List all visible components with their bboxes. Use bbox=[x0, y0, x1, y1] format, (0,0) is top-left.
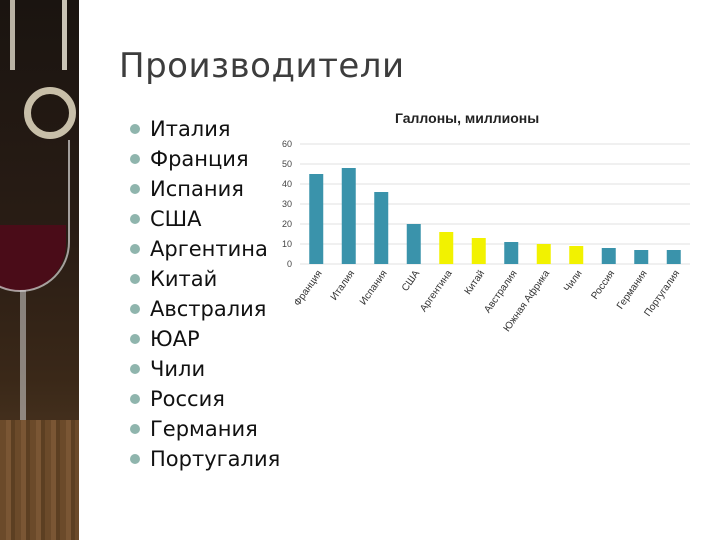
x-tick-label: Италия bbox=[329, 268, 358, 302]
decorative-ring bbox=[24, 87, 76, 139]
list-item: Россия bbox=[130, 384, 280, 414]
bar bbox=[374, 192, 389, 264]
bar bbox=[569, 246, 584, 264]
bullet-icon bbox=[130, 244, 140, 254]
y-tick-label: 20 bbox=[282, 219, 292, 229]
list-item: США bbox=[130, 204, 280, 234]
list-item: Франция bbox=[130, 144, 280, 174]
list-item: Германия bbox=[130, 414, 280, 444]
bar bbox=[536, 244, 551, 264]
list-item-label: Россия bbox=[150, 387, 225, 411]
bar bbox=[439, 232, 454, 264]
x-tick-label: Аргентина bbox=[418, 268, 455, 314]
list-item-label: Франция bbox=[150, 147, 249, 171]
x-tick-label: Чили bbox=[562, 268, 585, 294]
bullet-icon bbox=[130, 364, 140, 374]
list-item: ЮАР bbox=[130, 324, 280, 354]
glass-stem bbox=[20, 290, 26, 450]
bar bbox=[634, 250, 649, 264]
bar bbox=[406, 224, 421, 264]
y-tick-label: 60 bbox=[282, 139, 292, 149]
list-item-label: ЮАР bbox=[150, 327, 200, 351]
list-item-label: Австралия bbox=[150, 297, 267, 321]
list-item: Китай bbox=[130, 264, 280, 294]
bullet-icon bbox=[130, 274, 140, 284]
bullet-icon bbox=[130, 454, 140, 464]
chart-title: Галлоны, миллионы bbox=[395, 110, 540, 126]
y-axis: 0 10 20 30 40 50 60 bbox=[282, 139, 292, 269]
grid-layer bbox=[300, 143, 690, 265]
list-item-label: Аргентина bbox=[150, 237, 268, 261]
photo-stripe bbox=[10, 0, 15, 70]
list-item-label: Чили bbox=[150, 357, 206, 381]
bullet-icon bbox=[130, 214, 140, 224]
list-item: Италия bbox=[130, 114, 280, 144]
list-item: Португалия bbox=[130, 444, 280, 474]
producer-list: Италия Франция Испания США Аргентина Кит… bbox=[130, 114, 280, 474]
x-tick-label: Россия bbox=[589, 268, 617, 301]
bullet-icon bbox=[130, 124, 140, 134]
x-tick-label: США bbox=[400, 268, 422, 293]
bullet-icon bbox=[130, 334, 140, 344]
bar bbox=[504, 242, 519, 264]
bullet-icon bbox=[130, 154, 140, 164]
x-tick-label: Германия bbox=[615, 268, 650, 311]
y-tick-label: 30 bbox=[282, 199, 292, 209]
bar bbox=[341, 168, 356, 264]
list-item: Испания bbox=[130, 174, 280, 204]
y-tick-label: 0 bbox=[287, 259, 292, 269]
x-tick-label: Франция bbox=[292, 268, 325, 308]
list-item-label: США bbox=[150, 207, 202, 231]
bar bbox=[309, 174, 324, 264]
y-tick-label: 10 bbox=[282, 239, 292, 249]
x-tick-label: Австралия bbox=[482, 268, 519, 315]
wine-glass-photo bbox=[0, 0, 79, 540]
bar-series bbox=[309, 168, 681, 264]
slide-title: Производители bbox=[119, 46, 405, 86]
list-item: Чили bbox=[130, 354, 280, 384]
bar bbox=[601, 248, 616, 264]
list-item-label: Испания bbox=[150, 177, 244, 201]
list-item: Аргентина bbox=[130, 234, 280, 264]
list-item-label: Германия bbox=[150, 417, 258, 441]
wood-table bbox=[0, 420, 79, 540]
bar bbox=[471, 238, 486, 264]
x-tick-label: Китай bbox=[463, 268, 488, 296]
bar bbox=[666, 250, 681, 264]
y-tick-label: 50 bbox=[282, 159, 292, 169]
list-item-label: Китай bbox=[150, 267, 218, 291]
list-item-label: Португалия bbox=[150, 447, 281, 471]
bullet-icon bbox=[130, 424, 140, 434]
y-tick-label: 40 bbox=[282, 179, 292, 189]
photo-stripe bbox=[62, 0, 67, 70]
bar-chart: 0 10 20 30 40 50 60 Франция Италия Испания СШААрг… bbox=[282, 139, 690, 334]
list-item-label: Италия bbox=[150, 117, 231, 141]
bullet-icon bbox=[130, 304, 140, 314]
glass-bowl bbox=[0, 140, 70, 292]
bullet-icon bbox=[130, 394, 140, 404]
bullet-icon bbox=[130, 184, 140, 194]
x-tick-label: Испания bbox=[358, 268, 390, 307]
list-item: Австралия bbox=[130, 294, 280, 324]
